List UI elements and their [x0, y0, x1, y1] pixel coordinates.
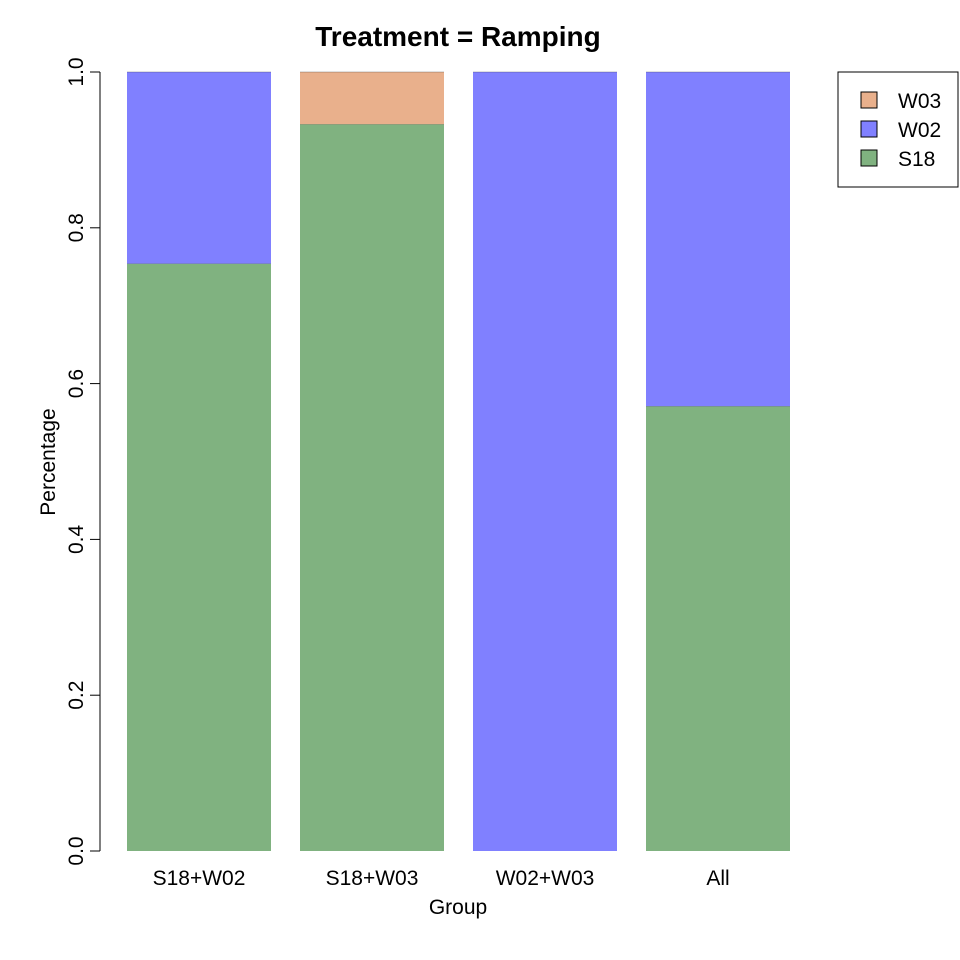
x-axis: S18+W02 S18+W03 W02+W03 All [153, 867, 730, 890]
legend: W03 W02 S18 [837, 71, 959, 188]
x-tick-label-w02-w03: W02+W03 [496, 867, 595, 890]
legend-label-w02: W02 [898, 119, 941, 142]
y-axis: 0.0 0.2 0.4 0.6 0.8 1.0 [65, 57, 101, 866]
y-tick-label: 0.0 [65, 836, 88, 865]
legend-box [837, 71, 959, 188]
y-tick-label: 0.4 [65, 524, 88, 554]
x-axis-label: Group [429, 896, 487, 919]
chart-title: Treatment = Ramping [315, 21, 601, 52]
x-tick-label-s18-w03: S18+W03 [326, 867, 419, 890]
legend-swatch-s18 [860, 149, 878, 167]
bar-s18-w03-s18 [300, 124, 444, 852]
legend-label-s18: S18 [898, 148, 935, 171]
legend-swatch-w03 [860, 91, 878, 109]
bar-w02-w03-w02 [473, 72, 617, 851]
y-axis-label: Percentage [37, 408, 60, 515]
bar-s18-w03-w03 [300, 72, 444, 125]
legend-label-w03: W03 [898, 90, 941, 113]
y-tick-label: 0.6 [65, 369, 88, 398]
bar-s18-w02-w02 [127, 72, 271, 264]
legend-swatch-w02 [860, 120, 878, 138]
bar-all-s18 [646, 406, 790, 851]
bar-all-w02 [646, 72, 790, 407]
y-tick-label: 0.8 [65, 213, 88, 242]
bars-group [127, 71, 790, 852]
y-tick-label: 0.2 [65, 681, 88, 710]
x-tick-label-s18-w02: S18+W02 [153, 867, 246, 890]
x-tick-label-all: All [706, 867, 729, 890]
bar-s18-w02-s18 [127, 263, 271, 851]
y-tick-label: 1.0 [65, 57, 88, 86]
